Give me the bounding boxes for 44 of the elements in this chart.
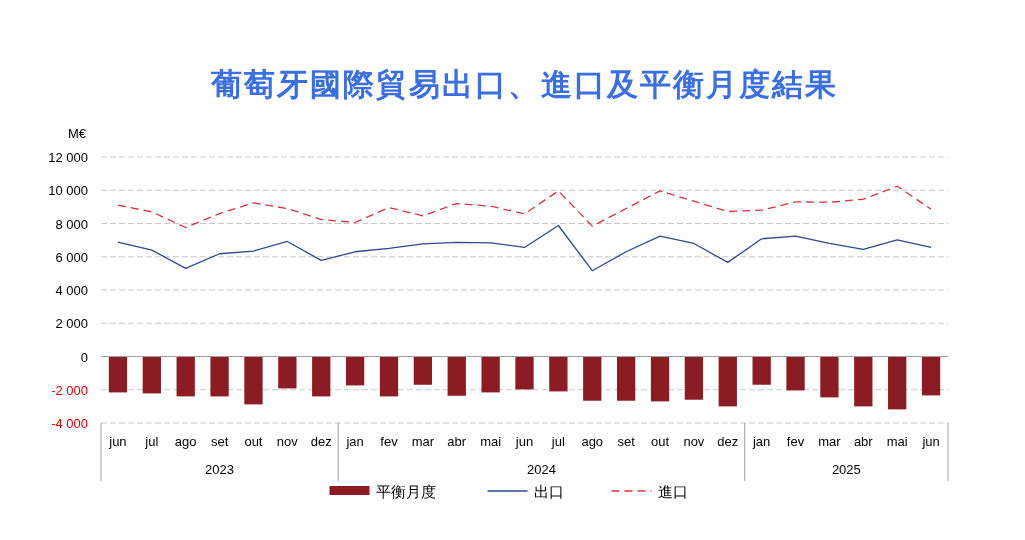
x-tick-label: dez bbox=[717, 434, 739, 449]
x-tick-label: mai bbox=[480, 434, 502, 449]
x-tick-label: jul bbox=[144, 434, 159, 449]
text: 2024 bbox=[526, 462, 556, 477]
y-tick-label: 4 000 bbox=[55, 283, 88, 298]
x-tick-label: out bbox=[650, 434, 670, 449]
y-tick-label: 12 000 bbox=[48, 150, 88, 165]
y-tick-label: -4 000 bbox=[51, 416, 88, 431]
y-tick-label: 6 000 bbox=[55, 249, 88, 265]
x-tick-label: ago bbox=[581, 434, 604, 449]
x-tick-label: abr bbox=[447, 434, 467, 449]
x-tick-label: fev bbox=[380, 434, 399, 449]
y-axis-title: M€ bbox=[67, 126, 87, 141]
text: 2025 bbox=[831, 462, 861, 477]
x-tick-label: jun bbox=[514, 434, 534, 449]
x-tick-label: jun bbox=[921, 434, 940, 449]
y-tick-label: 2 000 bbox=[55, 316, 88, 332]
x-tick-label: set bbox=[210, 434, 229, 449]
chart-title: 葡萄牙國際貿易出口、進口及平衡月度結果 bbox=[210, 67, 838, 102]
y-tick-label: 0 bbox=[80, 349, 88, 365]
x-tick-label: jul bbox=[550, 434, 565, 449]
x-tick-label: jan bbox=[345, 434, 364, 449]
x-tick-label: fev bbox=[786, 434, 805, 449]
x-tick-label: nov bbox=[276, 434, 299, 449]
y-tick-label: -2 000 bbox=[51, 382, 88, 398]
x-tick-label: nov bbox=[683, 434, 705, 449]
legend-label: 出口 bbox=[533, 483, 564, 500]
line-series bbox=[117, 185, 932, 229]
x-tick-label: out bbox=[244, 434, 263, 449]
line-series bbox=[117, 224, 932, 272]
y-tick-label: 8 000 bbox=[55, 216, 88, 232]
x-tick-label: jan bbox=[751, 434, 771, 449]
x-tick-label: mar bbox=[818, 434, 842, 449]
legend-label: 平衡月度 bbox=[375, 483, 436, 500]
x-tick-label: abr bbox=[853, 434, 874, 449]
x-tick-label: jun bbox=[108, 434, 127, 449]
x-tick-label: set bbox=[617, 434, 636, 449]
x-tick-label: dez bbox=[310, 434, 332, 449]
text: 2023 bbox=[205, 462, 235, 477]
x-tick-label: mar bbox=[411, 434, 435, 449]
x-tick-label: ago bbox=[174, 434, 197, 449]
legend-label: 進口 bbox=[657, 483, 688, 500]
y-tick-label: 10 000 bbox=[48, 183, 88, 199]
x-tick-label: mai bbox=[886, 434, 908, 449]
